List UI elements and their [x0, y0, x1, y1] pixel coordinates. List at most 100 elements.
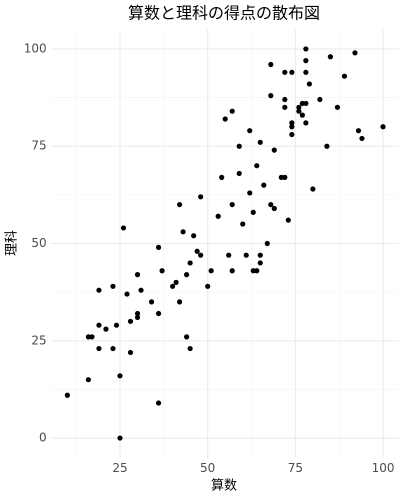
point [289, 131, 295, 138]
point [64, 392, 70, 398]
point [285, 217, 291, 223]
point [324, 143, 330, 149]
point [236, 143, 242, 149]
point [257, 139, 263, 145]
y-tick-label: 25 [31, 333, 46, 347]
point [250, 209, 256, 215]
point [303, 46, 309, 52]
point [96, 322, 102, 328]
point [355, 128, 362, 134]
point [96, 287, 102, 293]
point [187, 260, 193, 266]
x-tick-label: 100 [372, 461, 395, 475]
point [317, 96, 323, 103]
point [198, 194, 204, 200]
point [289, 124, 295, 130]
point [268, 201, 274, 208]
point [289, 120, 295, 126]
point [282, 104, 288, 110]
point [334, 104, 341, 110]
x-axis-title: 算数 [211, 479, 237, 494]
point [261, 182, 267, 188]
point [180, 229, 186, 235]
y-tick-label: 50 [31, 236, 46, 250]
point [229, 268, 235, 274]
point [184, 334, 190, 340]
point [110, 345, 116, 352]
x-tick-label: 75 [288, 461, 303, 475]
point [236, 170, 242, 177]
point [117, 435, 123, 441]
point [134, 272, 141, 278]
x-tick-label: 25 [112, 461, 127, 475]
point [173, 279, 179, 286]
point [247, 190, 253, 196]
point [155, 310, 162, 317]
point [194, 248, 200, 254]
point [198, 252, 204, 258]
point [155, 400, 162, 406]
point [208, 268, 214, 274]
point [85, 377, 92, 383]
point [268, 61, 274, 68]
point [222, 116, 228, 122]
point [282, 174, 288, 180]
point [191, 233, 197, 239]
point [359, 135, 365, 142]
point [282, 69, 288, 75]
point [110, 283, 116, 289]
point [282, 96, 288, 103]
point [187, 345, 193, 352]
point [240, 221, 246, 227]
point [257, 260, 263, 266]
point [229, 201, 235, 208]
point [271, 205, 277, 212]
point [169, 283, 176, 289]
point [124, 291, 130, 297]
point [215, 213, 221, 219]
point [254, 268, 260, 274]
y-tick-label: 0 [39, 431, 47, 445]
point [89, 334, 95, 340]
point [177, 201, 183, 208]
point [247, 128, 253, 134]
point [113, 322, 120, 328]
point [134, 314, 141, 321]
point [134, 310, 141, 317]
point [303, 120, 309, 126]
point [120, 225, 127, 231]
point [243, 252, 249, 258]
y-axis-title: 理科 [5, 230, 20, 256]
point [352, 50, 358, 56]
point [184, 272, 190, 278]
point [138, 287, 144, 293]
point [226, 252, 232, 258]
point [117, 373, 123, 379]
point [303, 58, 309, 64]
point [303, 100, 309, 107]
point [310, 186, 316, 192]
y-tick-label: 100 [24, 41, 47, 55]
point [271, 147, 277, 153]
chart-title: 算数と理科の得点の散布図 [128, 4, 320, 23]
point [155, 244, 162, 250]
point [205, 283, 211, 289]
point [268, 93, 274, 99]
point [229, 108, 235, 114]
point [380, 124, 386, 130]
point [148, 299, 155, 305]
point [327, 54, 334, 60]
point [257, 252, 263, 258]
point [299, 112, 305, 118]
point [127, 349, 134, 356]
point [159, 268, 165, 274]
point [264, 240, 270, 247]
point [254, 163, 260, 169]
y-tick-label: 75 [31, 139, 46, 153]
point [296, 108, 302, 114]
point [127, 318, 134, 324]
point [219, 174, 225, 180]
point [96, 345, 102, 352]
point [289, 69, 295, 75]
